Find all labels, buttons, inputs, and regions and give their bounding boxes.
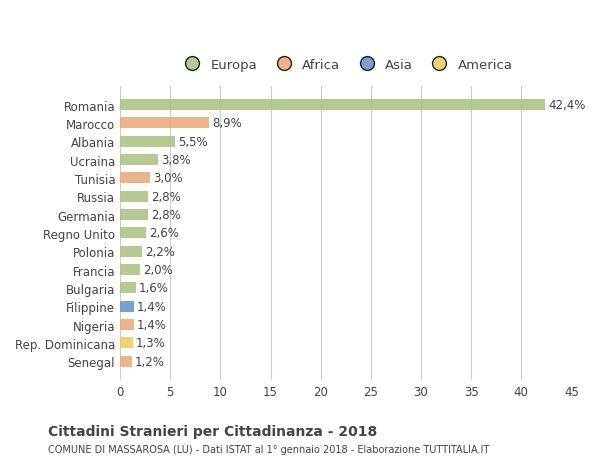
Text: 1,4%: 1,4% — [137, 319, 167, 331]
Text: 42,4%: 42,4% — [548, 99, 586, 112]
Bar — [120, 173, 150, 184]
Text: 2,0%: 2,0% — [143, 263, 173, 276]
Text: 1,2%: 1,2% — [135, 355, 165, 368]
Text: 2,2%: 2,2% — [145, 245, 175, 258]
Bar — [120, 356, 132, 367]
Bar — [120, 301, 134, 312]
Bar — [120, 338, 133, 349]
Text: 2,6%: 2,6% — [149, 227, 179, 240]
Bar — [120, 264, 140, 275]
Text: 1,3%: 1,3% — [136, 337, 166, 350]
Bar — [120, 118, 209, 129]
Bar — [120, 228, 146, 239]
Bar — [120, 100, 545, 111]
Bar — [120, 283, 136, 294]
Bar — [120, 246, 142, 257]
Text: 3,8%: 3,8% — [161, 154, 191, 167]
Bar — [120, 210, 148, 221]
Text: COMUNE DI MASSAROSA (LU) - Dati ISTAT al 1° gennaio 2018 - Elaborazione TUTTITAL: COMUNE DI MASSAROSA (LU) - Dati ISTAT al… — [48, 444, 489, 454]
Bar — [120, 191, 148, 202]
Text: Cittadini Stranieri per Cittadinanza - 2018: Cittadini Stranieri per Cittadinanza - 2… — [48, 425, 377, 438]
Legend: Europa, Africa, Asia, America: Europa, Africa, Asia, America — [175, 55, 517, 76]
Bar — [120, 136, 175, 147]
Text: 5,5%: 5,5% — [178, 135, 208, 148]
Bar — [120, 319, 134, 330]
Text: 2,8%: 2,8% — [151, 190, 181, 203]
Text: 1,4%: 1,4% — [137, 300, 167, 313]
Text: 2,8%: 2,8% — [151, 208, 181, 222]
Bar — [120, 155, 158, 166]
Text: 1,6%: 1,6% — [139, 282, 169, 295]
Text: 8,9%: 8,9% — [212, 117, 242, 130]
Text: 3,0%: 3,0% — [153, 172, 183, 185]
